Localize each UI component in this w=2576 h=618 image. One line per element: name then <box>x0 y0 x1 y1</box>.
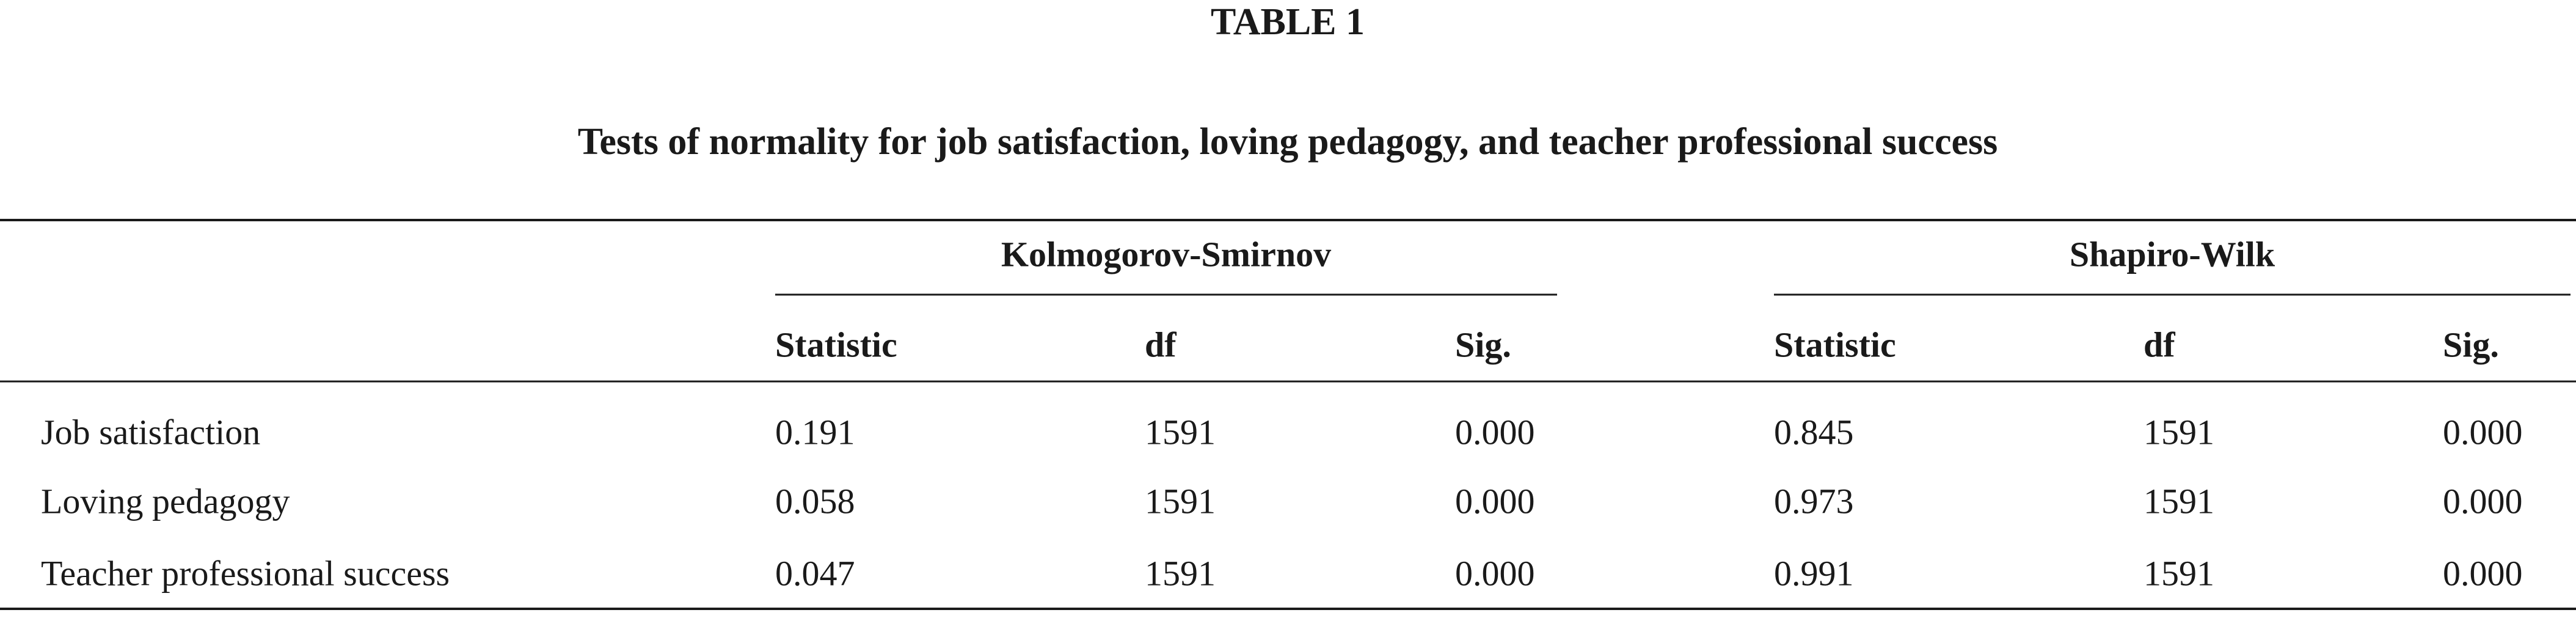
cell: 1591 <box>1145 412 1216 452</box>
cell: 1591 <box>2144 412 2214 452</box>
cell: 0.058 <box>775 481 855 521</box>
cell: 1591 <box>1145 553 1216 593</box>
cell: 1591 <box>2144 481 2214 521</box>
cell: 1591 <box>1145 481 1216 521</box>
row-label: Loving pedagogy <box>41 481 290 521</box>
cell: 0.000 <box>2443 553 2523 593</box>
cell: 0.000 <box>1455 481 1535 521</box>
cell: 1591 <box>2144 553 2214 593</box>
cell: 0.000 <box>1455 412 1535 452</box>
cell: 0.991 <box>1774 553 1854 593</box>
column-header: Statistic <box>775 325 897 364</box>
table-title: Tests of normality for job satisfaction,… <box>578 121 1998 163</box>
group-header: Shapiro-Wilk <box>2070 234 2275 274</box>
cell: 0.000 <box>2443 481 2523 521</box>
column-header: Statistic <box>1774 325 1896 364</box>
column-header: df <box>2144 325 2175 364</box>
cell: 0.191 <box>775 412 855 452</box>
column-header: Sig. <box>2443 325 2499 364</box>
table-label: TABLE 1 <box>1211 1 1365 43</box>
row-label: Job satisfaction <box>41 412 260 452</box>
group-header: Kolmogorov-Smirnov <box>1001 234 1331 274</box>
column-header: df <box>1145 325 1177 364</box>
cell: 0.973 <box>1774 481 1854 521</box>
row-label: Teacher professional success <box>41 553 450 593</box>
column-header: Sig. <box>1455 325 1511 364</box>
cell: 0.047 <box>775 553 855 593</box>
cell: 0.000 <box>1455 553 1535 593</box>
cell: 0.845 <box>1774 412 1854 452</box>
cell: 0.000 <box>2443 412 2523 452</box>
